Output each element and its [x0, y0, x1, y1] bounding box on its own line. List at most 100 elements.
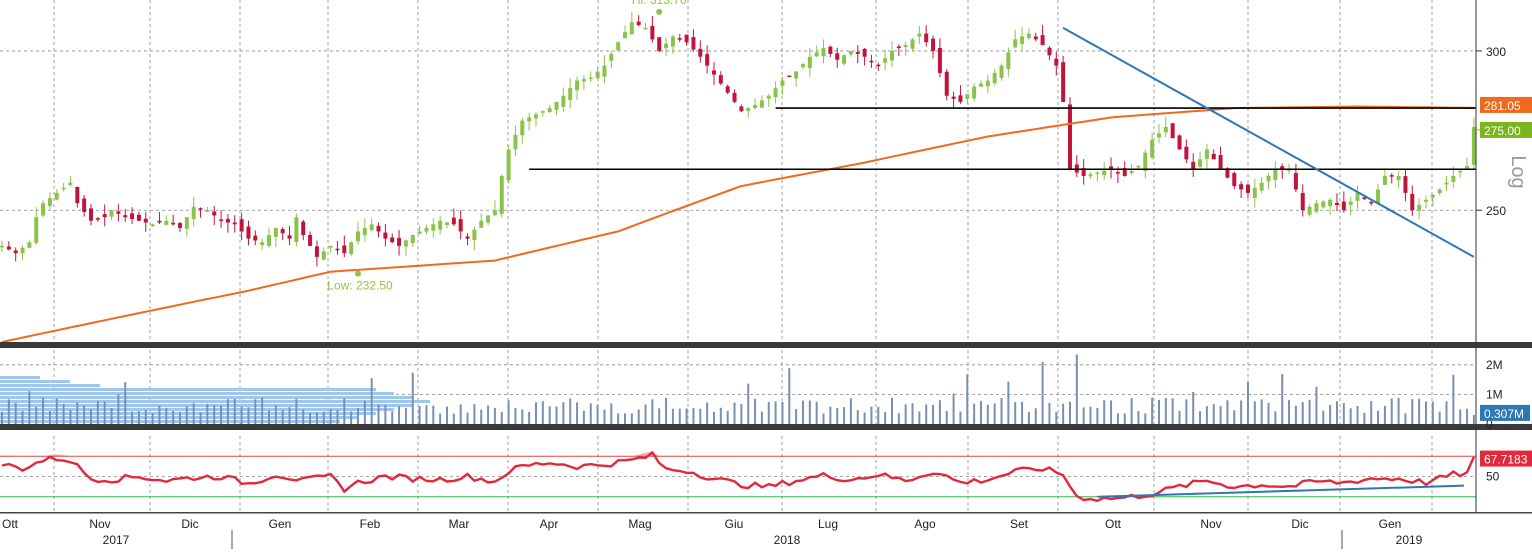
- x-month-label: Nov: [89, 517, 110, 531]
- candle-body: [253, 235, 258, 241]
- volume-bar: [1472, 414, 1475, 424]
- volume-bar: [493, 407, 496, 424]
- candle-body: [609, 53, 614, 61]
- ma-value-badge-bg: [1480, 96, 1532, 113]
- volume-tick-label: 1M: [1486, 387, 1503, 401]
- volume-bar: [569, 398, 572, 424]
- candle-body: [1437, 189, 1442, 194]
- volume-bar: [1007, 381, 1010, 424]
- candle-body: [883, 58, 888, 63]
- x-month-label: Lug: [818, 517, 838, 531]
- volume-bar: [206, 403, 209, 424]
- volume-bar: [1260, 399, 1263, 424]
- candle-body: [602, 65, 607, 77]
- candle-body: [150, 224, 155, 227]
- candle-body: [1191, 161, 1196, 170]
- hi-label: Hi: 313.70: [632, 0, 687, 7]
- candle-body: [869, 60, 874, 63]
- volume-profile-bar: [0, 384, 100, 387]
- volume-bar: [1082, 407, 1085, 424]
- candle-body: [705, 54, 710, 66]
- candle-body: [301, 221, 306, 236]
- volume-bar: [1123, 413, 1126, 424]
- volume-bar: [281, 409, 284, 424]
- volume-bar: [76, 402, 79, 424]
- candle-body: [1102, 170, 1107, 176]
- candle-body: [1252, 187, 1257, 198]
- candle-body: [1088, 174, 1093, 177]
- candle-body: [910, 39, 915, 49]
- volume-bar: [1315, 386, 1318, 424]
- volume-bar: [1192, 391, 1195, 424]
- ma-value-badge: 281.05: [1484, 99, 1521, 113]
- volume-bar: [1466, 408, 1469, 424]
- volume-bar: [459, 404, 462, 424]
- volume-bar: [377, 404, 380, 424]
- candle-body: [157, 220, 162, 223]
- candle-body: [61, 187, 66, 190]
- candle-body: [1061, 62, 1066, 102]
- volume-bar: [1438, 411, 1441, 424]
- volume-bar: [480, 409, 483, 424]
- volume-bar: [1411, 399, 1414, 424]
- candle-body: [232, 222, 237, 225]
- candle-body: [95, 218, 100, 220]
- candle-body: [862, 48, 867, 57]
- candle-body: [622, 32, 627, 39]
- volume-bar: [267, 410, 270, 424]
- volume-bar: [185, 406, 188, 424]
- volume-bar: [370, 378, 373, 424]
- candle-body: [657, 37, 662, 51]
- volume-bar: [1356, 405, 1359, 424]
- candle-body: [438, 220, 443, 230]
- volume-bar: [124, 382, 127, 424]
- volume-bar: [644, 404, 647, 424]
- candle-body: [54, 192, 59, 200]
- candle-body: [109, 210, 114, 217]
- grid-lines: [0, 0, 1476, 512]
- candle-body: [328, 245, 333, 248]
- candle-body: [212, 211, 217, 216]
- volume-profile-bar: [0, 404, 412, 407]
- volume-bar: [637, 409, 640, 424]
- volume-bar: [596, 405, 599, 424]
- candle-body: [1355, 192, 1360, 201]
- volume-bar: [528, 411, 531, 424]
- candle-body: [876, 64, 881, 67]
- candle-body: [424, 227, 429, 232]
- volume-bar: [863, 412, 866, 424]
- last-price-badge-bg: [1480, 121, 1532, 138]
- candle-body: [1341, 201, 1346, 211]
- panel-separator: [0, 342, 1532, 348]
- candle-body: [835, 53, 840, 60]
- volume-bar: [295, 399, 298, 424]
- candle-body: [1389, 175, 1394, 177]
- volume-bar: [1144, 413, 1147, 424]
- candle-body: [800, 64, 805, 68]
- volume-bar: [7, 399, 10, 424]
- candle-body: [143, 218, 148, 223]
- volume-bar: [391, 411, 394, 424]
- rsi-tick-label: 50: [1486, 470, 1500, 484]
- volume-bar: [740, 404, 743, 424]
- x-month-label: Mar: [449, 517, 470, 531]
- candle-body: [568, 88, 573, 101]
- candle-body: [1382, 175, 1387, 185]
- volume-bar: [1246, 382, 1249, 424]
- candle-body: [1067, 104, 1072, 170]
- candle-body: [273, 227, 278, 237]
- candle-body: [376, 226, 381, 232]
- candle-body: [1334, 202, 1339, 205]
- volume-bar: [1199, 411, 1202, 424]
- candle-body: [472, 229, 477, 240]
- candle-body: [164, 220, 169, 225]
- volume-bar: [959, 411, 962, 424]
- volume-bar: [1110, 400, 1113, 424]
- x-month-label: Giu: [725, 517, 744, 531]
- volume-bar: [1274, 411, 1277, 424]
- rsi-overbought-fill: [22, 454, 71, 457]
- volume-bar: [733, 402, 736, 424]
- volume-bar: [706, 402, 709, 424]
- candle-body: [670, 36, 675, 47]
